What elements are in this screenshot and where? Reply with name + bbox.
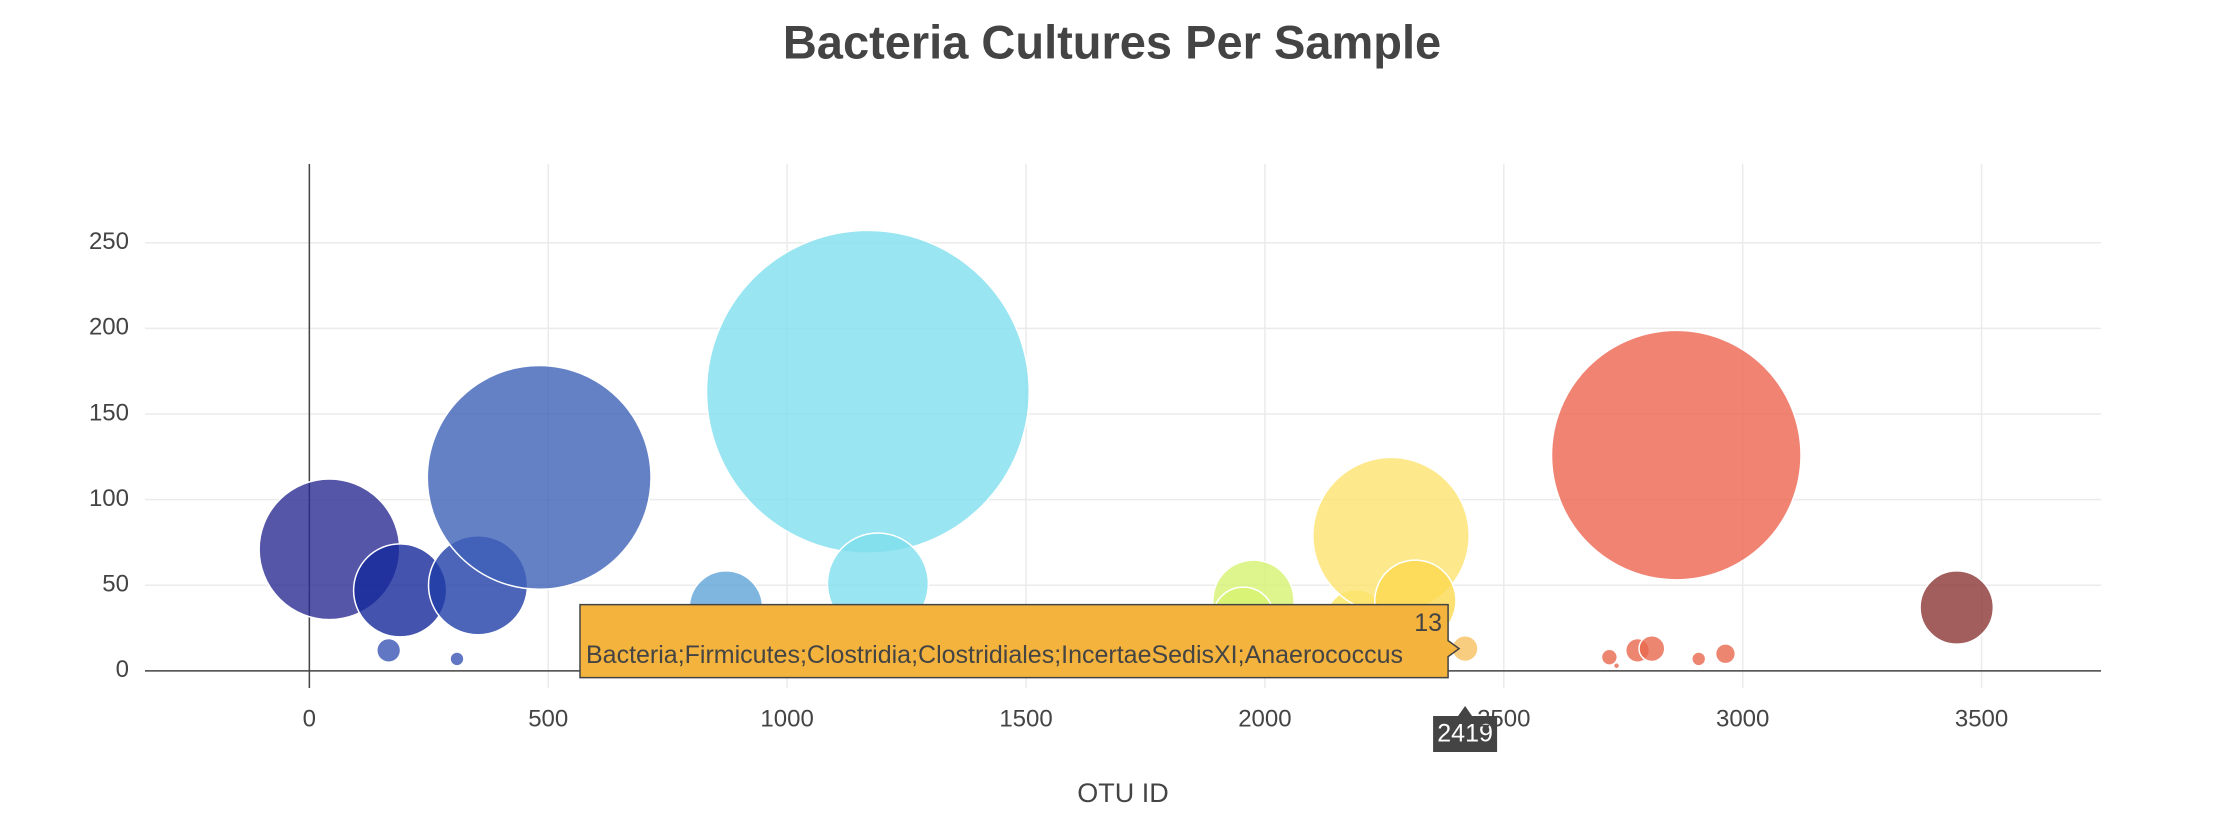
bubble — [1550, 329, 1802, 581]
bubble — [1612, 662, 1621, 670]
x-tick-label: 3500 — [1955, 705, 2008, 732]
bubble — [705, 229, 1030, 554]
bubble — [1919, 570, 1995, 645]
y-tick-label: 150 — [89, 399, 129, 426]
hover-box — [579, 603, 1461, 679]
bubble — [1638, 634, 1666, 663]
x-tick-label: 0 — [303, 705, 316, 732]
hover-x-box — [1433, 706, 1498, 752]
bubble — [376, 637, 402, 663]
bubble — [449, 651, 465, 667]
bubble — [1714, 643, 1737, 665]
hover-x-label: 2419 — [1437, 720, 1493, 748]
hover-layer: 13 Bacteria;Firmicutes;Clostridia;Clostri… — [579, 603, 1498, 752]
y-tick-label: 100 — [89, 485, 129, 512]
x-axis-title: OTU ID — [1077, 778, 1169, 808]
hover-text: Bacteria;Firmicutes;Clostridia;Clostridi… — [586, 641, 1403, 669]
x-tick-label: 2000 — [1238, 705, 1291, 732]
x-tick-label: 1000 — [760, 705, 813, 732]
y-tick-label: 250 — [89, 228, 129, 255]
bubbles — [258, 229, 1995, 670]
chart-title: Bacteria Cultures Per Sample — [783, 15, 1441, 68]
y-tick-label: 200 — [89, 314, 129, 341]
bubble — [426, 364, 652, 590]
x-tick-label: 2500 — [1477, 705, 1530, 732]
x-tick-label: 500 — [528, 705, 568, 732]
x-tick-label: 3000 — [1716, 705, 1769, 732]
bubble — [1600, 648, 1619, 666]
y-tick-label: 0 — [116, 656, 129, 683]
hover-value: 13 — [1414, 609, 1442, 637]
y-tick-label: 50 — [102, 571, 129, 598]
x-tick-label: 1500 — [999, 705, 1052, 732]
bubble — [1691, 651, 1707, 667]
